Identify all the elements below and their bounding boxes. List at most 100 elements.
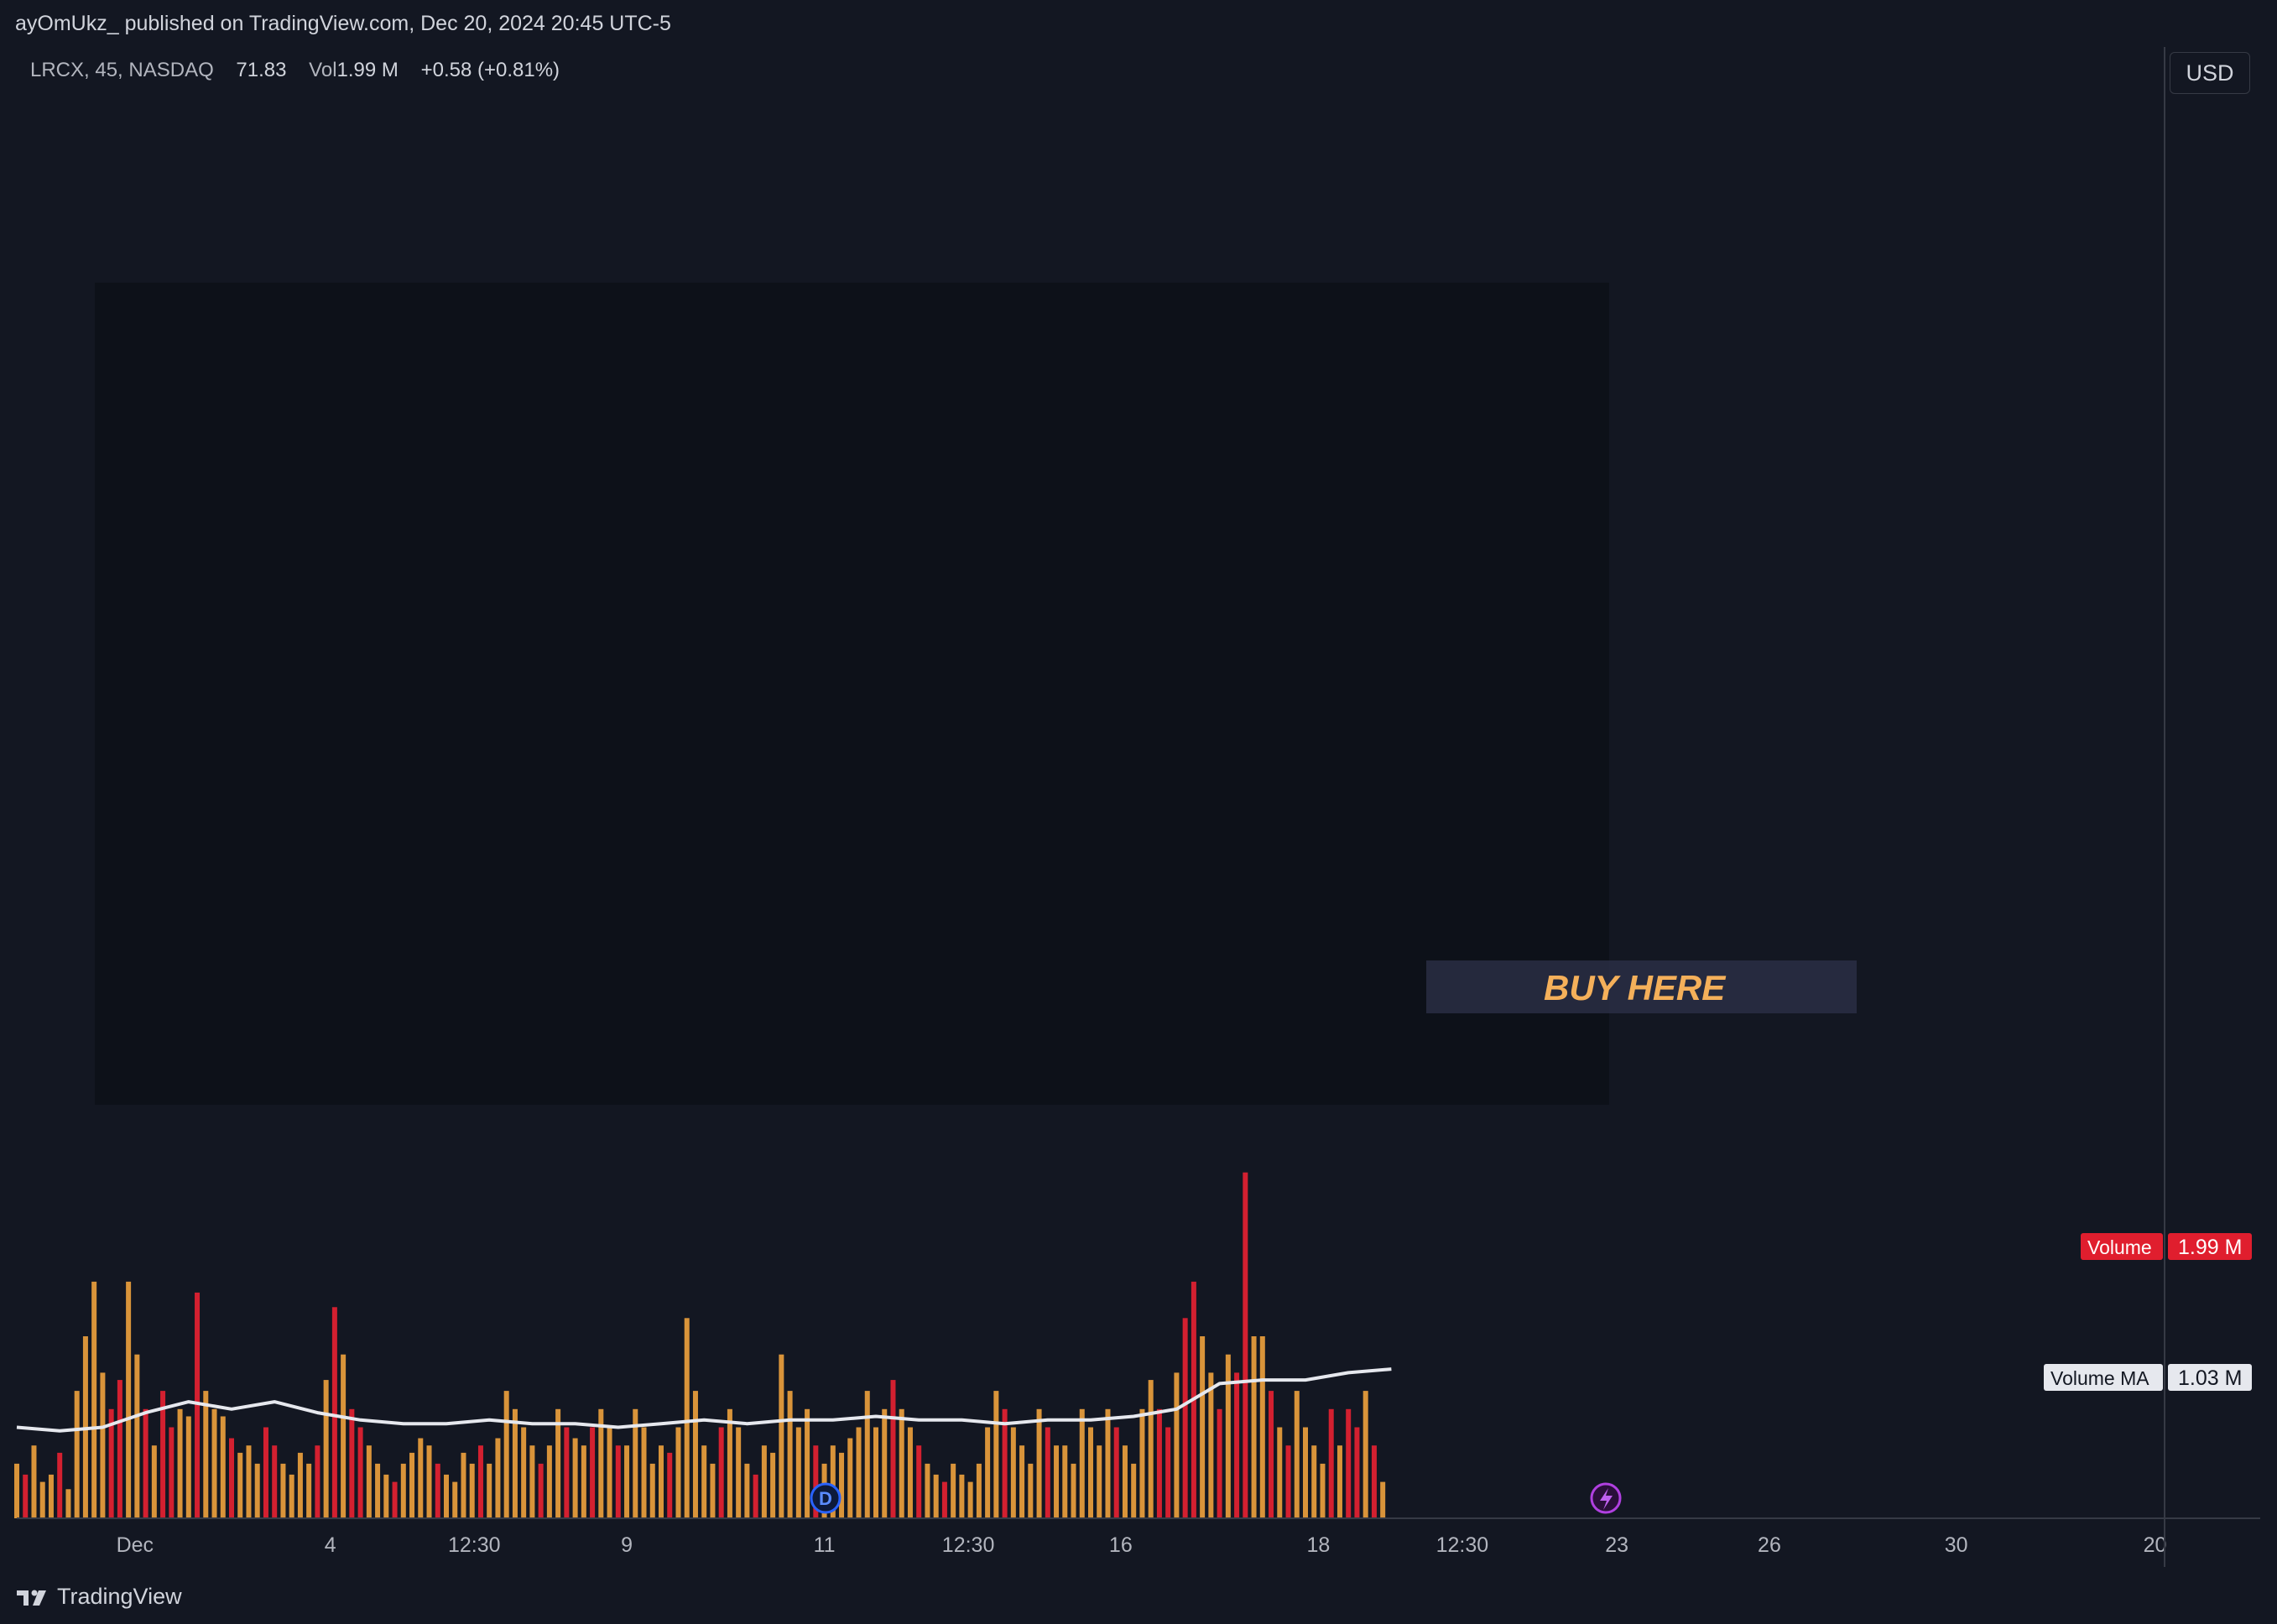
volume-bar [1311, 1445, 1317, 1518]
volume-ma-tag-value-bg [2168, 1364, 2252, 1391]
currency-button[interactable]: USD [2170, 52, 2250, 94]
volume-bar [1079, 1408, 1085, 1518]
volume-bar [469, 1463, 475, 1518]
time-tick-label: 26 [1758, 1533, 1781, 1557]
volume-bar [1354, 1427, 1360, 1518]
volume-bar [736, 1427, 742, 1518]
volume-bar [805, 1408, 810, 1518]
volume-bar [1097, 1445, 1102, 1518]
volume-bar [1225, 1354, 1231, 1518]
volume-bar [461, 1452, 466, 1518]
volume-bar [710, 1463, 716, 1518]
dividend-marker-text: D [819, 1488, 832, 1509]
volume-bar [1088, 1427, 1093, 1518]
volume-bar [280, 1463, 286, 1518]
volume-bar [538, 1463, 544, 1518]
dividend-marker[interactable]: D [810, 1482, 842, 1514]
volume-bar [289, 1474, 294, 1518]
volume-bar [1303, 1427, 1308, 1518]
volume-bar [400, 1463, 406, 1518]
legend-vol-value: 1.99 M [336, 59, 399, 81]
volume-tag-name-bg [2081, 1233, 2163, 1260]
volume-bar [1054, 1445, 1060, 1518]
volume-bar [598, 1408, 604, 1518]
volume-bar [426, 1445, 432, 1518]
volume-bar [195, 1292, 201, 1518]
time-tick-label: Dec [117, 1533, 154, 1557]
time-tick-label: 23 [1605, 1533, 1628, 1557]
dividend-marker-circle [810, 1482, 842, 1514]
volume-bar [134, 1354, 140, 1518]
volume-bar [572, 1438, 578, 1518]
volume-bar [1217, 1408, 1222, 1518]
volume-bar [649, 1463, 655, 1518]
volume-bar [203, 1391, 209, 1518]
volume-bar [1363, 1391, 1368, 1518]
volume-bar [315, 1445, 320, 1518]
volume-bar [1165, 1427, 1171, 1518]
volume-bar [847, 1438, 853, 1518]
earnings-marker[interactable] [1590, 1482, 1622, 1514]
volume-bar [1010, 1427, 1016, 1518]
volume-bar [495, 1438, 501, 1518]
time-tick-label: 12:30 [448, 1533, 501, 1557]
volume-bar [667, 1452, 673, 1518]
time-tick-label: 12:30 [1436, 1533, 1489, 1557]
volume-bar [246, 1445, 252, 1518]
volume-tag-value-bg [2168, 1233, 2252, 1260]
brand-name: TradingView [57, 1584, 182, 1609]
volume-bar [1174, 1372, 1180, 1518]
volume-bar [237, 1452, 243, 1518]
volume-bar [839, 1452, 845, 1518]
volume-bar [564, 1427, 570, 1518]
volume-bar [503, 1391, 509, 1518]
volume-bar [1320, 1463, 1326, 1518]
volume-ma-tag-value: 1.03 M [2178, 1366, 2242, 1390]
volume-bar [57, 1452, 63, 1518]
volume-bar [1380, 1481, 1386, 1518]
chart-legend: LRCX, 45, NASDAQ 71.83 Vol1.99 M +0.58 (… [30, 59, 560, 82]
volume-bar [1105, 1408, 1111, 1518]
volume-bar [959, 1474, 965, 1518]
volume-bar [615, 1445, 621, 1518]
volume-bar [1336, 1445, 1342, 1518]
volume-bar [633, 1408, 638, 1518]
volume-bar [985, 1427, 991, 1518]
volume-bar [761, 1445, 767, 1518]
volume-bar [1328, 1408, 1334, 1518]
volume-bar [607, 1427, 612, 1518]
volume-bar [1346, 1408, 1352, 1518]
volume-bar [1285, 1445, 1291, 1518]
volume-bar [392, 1481, 398, 1518]
volume-bar [624, 1445, 630, 1518]
volume-bar [907, 1427, 913, 1518]
price-axis[interactable] [2165, 47, 2277, 1518]
time-tick-label: 18 [1306, 1533, 1330, 1557]
volume-bar [718, 1427, 724, 1518]
volume-bar [555, 1408, 561, 1518]
tradingview-brand[interactable]: TradingView [15, 1584, 182, 1610]
volume-bar [444, 1474, 449, 1518]
volume-bar [477, 1445, 483, 1518]
volume-ma-line [16, 1367, 1392, 1433]
volume-bar [91, 1281, 97, 1518]
time-tick-label: 11 [814, 1533, 836, 1557]
volume-bar [14, 1463, 19, 1518]
volume-bar [108, 1408, 114, 1518]
volume-bar [692, 1391, 698, 1518]
volume-ma-axis-tag: Volume MA 1.03 M [2044, 1364, 2252, 1391]
volume-bar [976, 1463, 982, 1518]
volume-bar [993, 1391, 999, 1518]
volume-bar [160, 1391, 166, 1518]
volume-bar [375, 1463, 381, 1518]
volume-bar [185, 1416, 191, 1518]
volume-bar [1294, 1391, 1300, 1518]
volume-bar [1071, 1463, 1076, 1518]
volume-bar [1182, 1318, 1188, 1518]
volume-bar [941, 1481, 947, 1518]
volume-bar [1251, 1336, 1257, 1518]
time-tick-label: 4 [325, 1533, 336, 1557]
volume-bar [675, 1427, 681, 1518]
volume-bar [890, 1380, 896, 1518]
